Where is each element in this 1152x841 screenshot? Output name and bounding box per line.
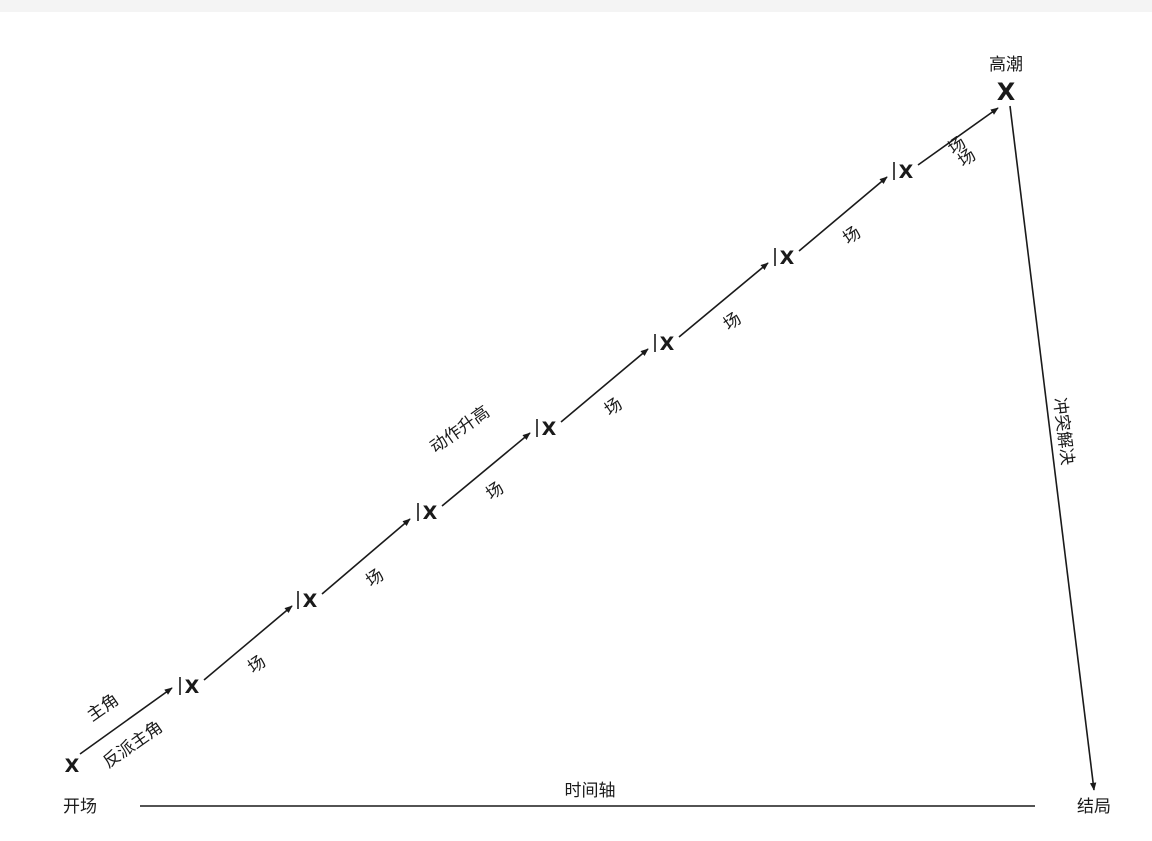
antagonist-label: 反派主角 <box>100 717 167 772</box>
scene-label: 场 <box>482 478 507 504</box>
scene-arrow <box>678 262 769 338</box>
start-arrow <box>79 687 173 755</box>
climax-label: 高潮 <box>989 55 1023 75</box>
scene-x-marker: X <box>303 590 318 612</box>
scene-arrow <box>321 518 411 595</box>
scene-arrow <box>917 107 999 166</box>
scene-label: 场 <box>362 565 387 591</box>
scene-arrow <box>798 176 888 252</box>
rising-action-label: 动作升高 <box>427 402 494 457</box>
scene-x-marker: X <box>423 502 438 524</box>
climax-x-marker: X <box>997 78 1016 106</box>
scene-x-marker: X <box>780 247 795 269</box>
protagonist-label: 主角 <box>83 690 122 726</box>
scene-label: 场 <box>601 394 626 420</box>
start-x-marker: X <box>65 755 80 777</box>
scene-arrow <box>203 605 293 681</box>
top-border <box>0 0 1152 12</box>
scene-x-marker: X <box>542 418 557 440</box>
scene-label: 场 <box>244 652 269 678</box>
scene-x-marker: X <box>185 676 200 698</box>
ending-label: 结局 <box>1077 797 1111 817</box>
scene-arrow <box>441 432 531 507</box>
opening-label: 开场 <box>63 797 97 817</box>
scene-label: 场 <box>839 223 864 249</box>
scene-x-marker: X <box>660 333 675 355</box>
resolution-arrow <box>1009 105 1097 791</box>
scene-x-marker: X <box>899 161 914 183</box>
scene-label: 场 <box>720 309 745 335</box>
timeline-label: 时间轴 <box>565 781 616 801</box>
scene-arrow <box>560 348 649 423</box>
